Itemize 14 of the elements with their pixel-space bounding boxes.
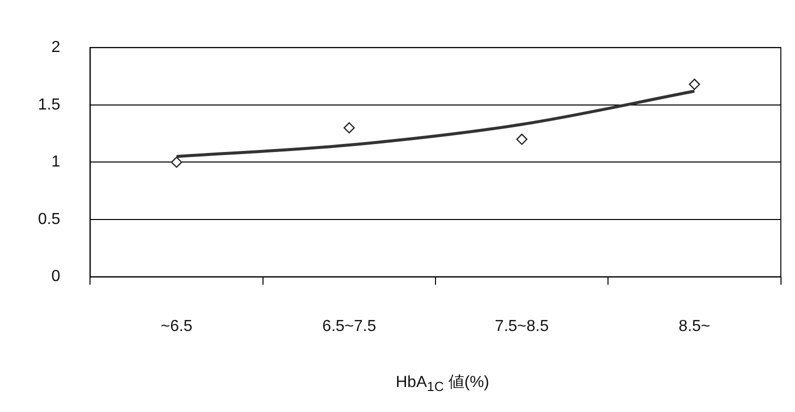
y-tick-label: 1.5 [38,96,60,114]
y-tick-label: 0.5 [38,210,60,228]
y-tick-label: 2 [51,39,60,56]
point [344,122,355,134]
x-tick-label: ~6.5 [160,318,192,335]
point [170,156,182,168]
x-tick-label: 8.5~ [678,318,710,335]
x-tick-label: 6.5~7.5 [322,318,376,335]
y-tick-label: 0 [51,268,60,286]
x-tick-label: 7.5~8.5 [494,318,549,335]
point [516,134,528,145]
x-axis-title: HbA$_{1C}$ 値(%) [394,373,490,394]
y-tick-label: 1 [51,154,60,171]
point [688,78,700,90]
